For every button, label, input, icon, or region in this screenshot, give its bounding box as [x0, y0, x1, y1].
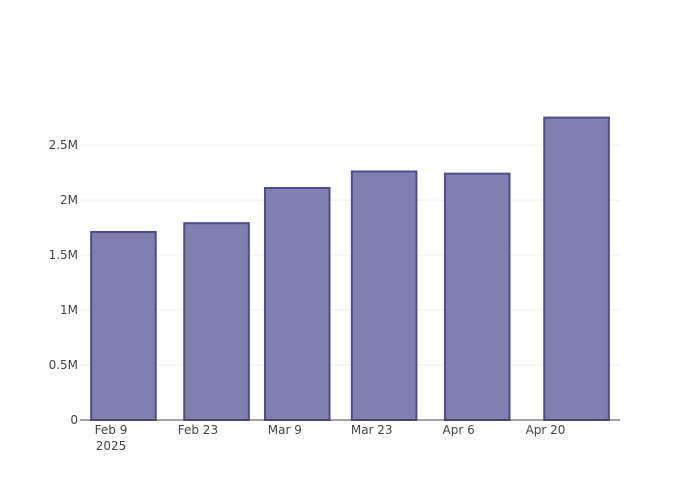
x-tick-label: Mar 23 [351, 423, 393, 437]
y-tick-label: 0.5M [49, 358, 78, 372]
bar [543, 116, 610, 421]
y-tick-label: 2M [60, 193, 78, 207]
y-tick-label: 2.5M [49, 138, 78, 152]
y-tick-label: 1.5M [49, 248, 78, 262]
bar [263, 186, 331, 421]
x-tick-label: Feb 23 [178, 423, 218, 437]
x-tick-label: Apr 20 [526, 423, 566, 437]
bar [350, 170, 418, 421]
x-tick-label: Mar 9 [268, 423, 302, 437]
x-tick-label: Feb 9 2025 [95, 423, 128, 453]
y-tick-label: 1M [60, 303, 78, 317]
bar [443, 172, 511, 421]
bar [90, 230, 157, 421]
y-tick-label: 0 [70, 413, 78, 427]
x-tick-label: Apr 6 [443, 423, 475, 437]
bar [183, 222, 250, 421]
